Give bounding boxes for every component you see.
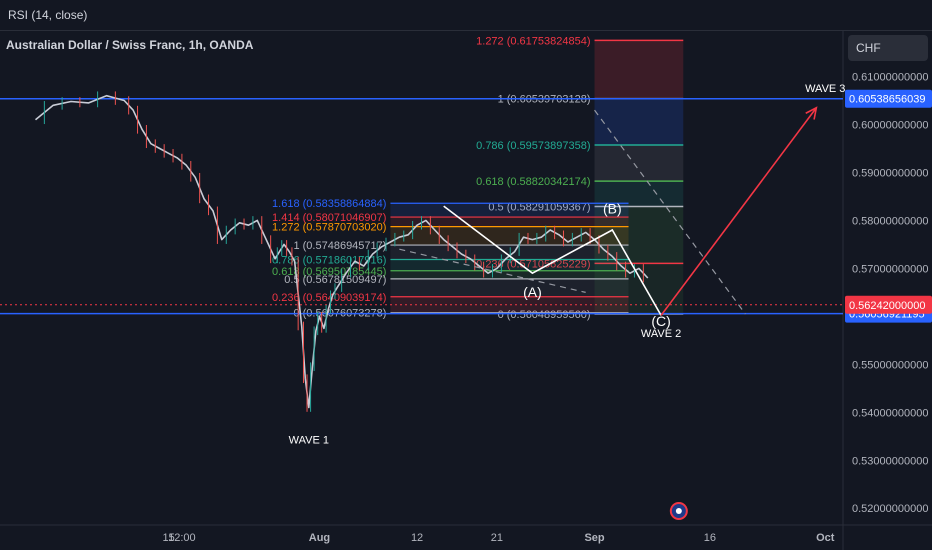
wave3-arrow-line bbox=[660, 107, 818, 316]
au-flag-icon-star bbox=[675, 508, 682, 514]
fib-right-level-label: 0 (0.56048959560) bbox=[498, 309, 591, 321]
price-axis-tick: 0.57000000000 bbox=[852, 263, 928, 275]
fib-left-level-label: 1.414 (0.58071046907) bbox=[272, 212, 386, 224]
fib-left-level-label: 1.618 (0.58358864884) bbox=[272, 198, 386, 210]
fib-right-zone bbox=[594, 98, 684, 145]
time-axis-tick: 12 bbox=[411, 532, 423, 544]
fib-right-zone bbox=[594, 181, 684, 207]
wave-label: (B) bbox=[603, 200, 622, 216]
fib-right-zone bbox=[594, 40, 684, 99]
time-axis-tick: Sep bbox=[584, 532, 604, 544]
fib-left-zone bbox=[390, 226, 629, 246]
time-axis-tick: 12:00 bbox=[168, 532, 196, 544]
fib-left-zone bbox=[390, 278, 629, 297]
fib-right-level-label: 0.5 (0.58291059367) bbox=[488, 201, 590, 213]
price-axis-tick: 0.52000000000 bbox=[852, 503, 928, 515]
fib-left-level-label: 0.5 (0.56781509497) bbox=[284, 274, 386, 286]
symbol-title: Australian Dollar / Swiss Franc, 1h, OAN… bbox=[6, 38, 254, 52]
fib-left-level-label: 1 (0.57486945717) bbox=[293, 240, 386, 252]
fib-left-zone bbox=[390, 245, 629, 260]
fib-right-level-label: 1 (0.60539703128) bbox=[498, 94, 591, 106]
fib-right-level-label: 1.272 (0.61753824854) bbox=[476, 35, 590, 47]
price-axis-tick: 0.53000000000 bbox=[852, 455, 928, 467]
rsi-indicator-label[interactable]: RSI (14, close) bbox=[8, 8, 88, 22]
fib-left-zone bbox=[390, 296, 629, 313]
currency-button[interactable]: CHF bbox=[848, 35, 928, 61]
indicator-bar: RSI (14, close) bbox=[0, 0, 932, 31]
price-axis-tick: 0.58000000000 bbox=[852, 215, 928, 227]
time-axis-tick: Oct bbox=[816, 532, 835, 544]
last-price-label: 0.56242000000 bbox=[849, 300, 925, 312]
fib-left-zone bbox=[390, 203, 629, 218]
time-axis-tick: 16 bbox=[704, 532, 716, 544]
wave-label: WAVE 3 bbox=[805, 83, 845, 95]
fib-left-zone bbox=[390, 259, 629, 271]
fib-right-level-label: 0.236 (0.57105825229) bbox=[476, 258, 590, 270]
projection-dashed-line bbox=[399, 248, 586, 293]
fib-left-level-label: 0.236 (0.56409039174) bbox=[272, 292, 386, 304]
price-axis-tick: 0.59000000000 bbox=[852, 167, 928, 179]
last-price-tag bbox=[845, 295, 932, 314]
fib-right-level-label: 0.786 (0.59573897358) bbox=[476, 140, 590, 152]
wave-label: WAVE 2 bbox=[641, 328, 681, 340]
wave-label: (A) bbox=[523, 284, 542, 300]
abc-wave-path bbox=[443, 205, 662, 316]
fib-right-level-label: 0.618 (0.58820342174) bbox=[476, 176, 590, 188]
wave-label: WAVE 1 bbox=[289, 434, 329, 446]
fib-left-zone bbox=[390, 217, 629, 227]
wave3-arrow-head bbox=[805, 106, 818, 120]
time-axis-tick: Aug bbox=[309, 532, 330, 544]
fib-left-level-label: 0.618 (0.56950785445) bbox=[272, 266, 386, 278]
horizontal-level-label: 0.60538656039 bbox=[849, 94, 925, 106]
price-axis-tick: 0.54000000000 bbox=[852, 407, 928, 419]
price-axis-tick: 0.55000000000 bbox=[852, 359, 928, 371]
fib-right-zone bbox=[594, 144, 684, 182]
time-axis-tick: 15 bbox=[162, 532, 174, 544]
horizontal-level-tag bbox=[845, 89, 932, 108]
projection-dashed-line bbox=[594, 109, 746, 315]
wave-label: (C) bbox=[651, 313, 670, 329]
price-axis-tick: 0.60000000000 bbox=[852, 120, 928, 132]
price-axis-tick: 0.61000000000 bbox=[852, 72, 928, 84]
fib-left-level-label: 0.786 (0.57186017916) bbox=[272, 254, 386, 266]
time-axis-tick: 21 bbox=[491, 532, 503, 544]
fib-left-level-label: 1.272 (0.57870703020) bbox=[272, 222, 386, 234]
